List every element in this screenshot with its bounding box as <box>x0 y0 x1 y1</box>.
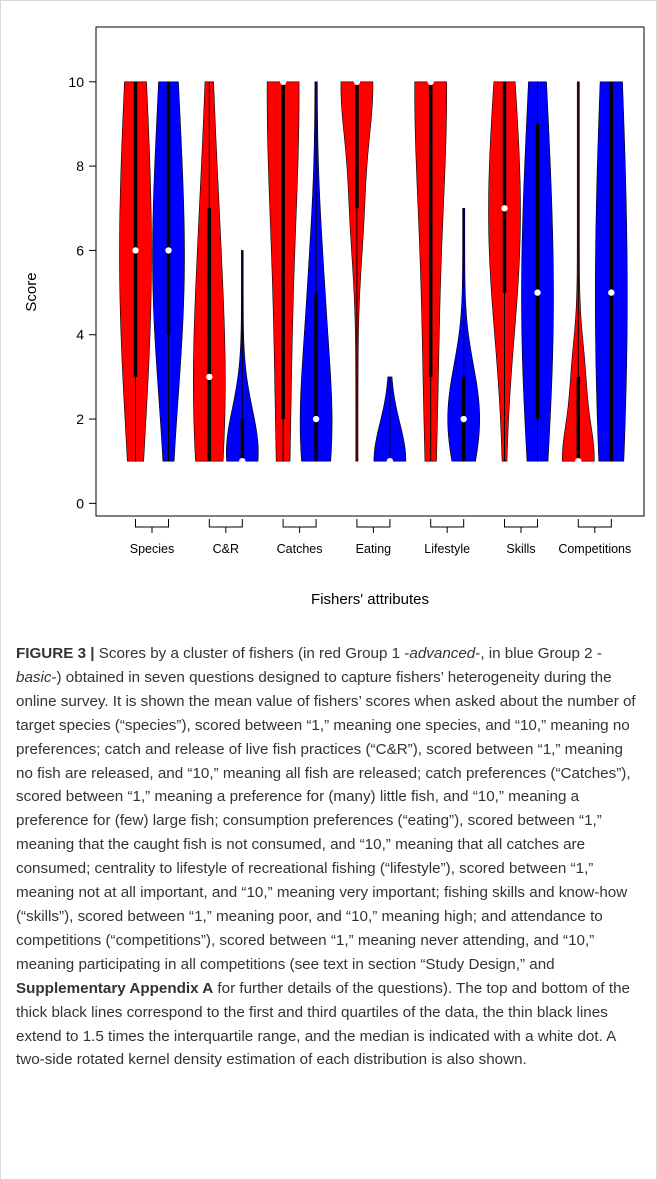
y-tick-label: 6 <box>76 242 84 258</box>
caption-basic: basic <box>16 668 52 686</box>
figure-caption: FIGURE 3 | Scores by a cluster of fisher… <box>16 642 644 1072</box>
x-axis-label: Fishers' attributes <box>311 591 429 608</box>
caption-text-3: -) obtained in seven questions designed … <box>16 668 636 973</box>
figure-number: FIGURE 3 <box>16 645 87 662</box>
caption-text-2: -, in blue Group 2 - <box>475 645 602 662</box>
violin-chart: 0 2 4 6 8 10 Species C&R Catches Eating Lifestyle… <box>23 26 645 608</box>
x-tick-label: Catches <box>277 542 323 556</box>
y-tick-label: 4 <box>76 327 84 343</box>
violin-median-dot <box>165 247 172 254</box>
violin-median-dot <box>279 78 287 86</box>
y-axis: 0 2 4 6 8 10 <box>68 74 96 511</box>
x-tick-label: Competitions <box>558 542 631 556</box>
violin-median-dot <box>239 457 246 465</box>
plot-frame <box>95 26 645 517</box>
violin-median-dot <box>575 457 582 465</box>
y-tick-label: 10 <box>68 74 84 90</box>
x-bracket <box>135 519 169 528</box>
violin-median-dot <box>534 289 541 296</box>
x-bracket <box>208 519 243 528</box>
violin-median-dot <box>608 289 615 296</box>
x-tick-label: Skills <box>506 542 535 556</box>
violin-median-dot <box>312 415 320 423</box>
violin-median-dot <box>460 415 467 423</box>
caption-advanced: advanced <box>409 645 476 662</box>
caption-supplementary-link[interactable]: Supplementary Appendix A <box>16 979 214 997</box>
caption-separator: | <box>90 645 95 662</box>
violin-median-dot <box>427 78 434 86</box>
x-bracket <box>577 519 612 528</box>
y-tick-label: 8 <box>76 158 84 174</box>
x-tick-label: C&R <box>213 542 239 556</box>
y-tick-label: 0 <box>76 495 84 511</box>
violin-median-dot <box>353 78 361 86</box>
x-tick-label: Species <box>130 542 174 556</box>
y-tick-label: 2 <box>76 411 84 427</box>
caption-text-4: for further details of the questions). T… <box>16 979 630 1069</box>
violin-median-dot <box>386 457 394 465</box>
y-axis-label: Score <box>23 272 40 311</box>
x-axis: Species C&R Catches Eating Lifestyle Skills Co… <box>130 519 631 556</box>
x-tick-label: Lifestyle <box>424 542 470 556</box>
x-bracket <box>356 519 391 528</box>
caption-text-1: Scores by a cluster of fishers (in red G… <box>94 645 410 662</box>
x-bracket <box>430 519 465 528</box>
violin-median-dot <box>206 373 213 381</box>
violin-median-dot <box>501 205 508 212</box>
violin-series <box>119 78 628 465</box>
x-bracket <box>282 519 317 528</box>
violin-median-dot <box>132 247 139 254</box>
x-bracket <box>504 519 538 528</box>
x-tick-label: Eating <box>356 542 391 556</box>
